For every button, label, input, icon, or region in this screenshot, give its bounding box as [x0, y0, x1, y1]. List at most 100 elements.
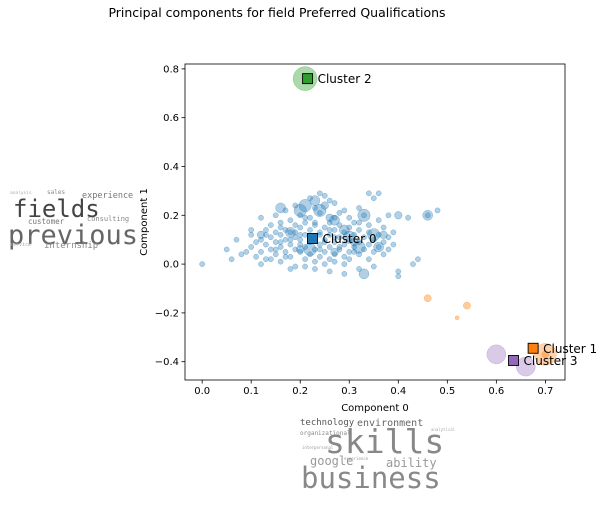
- cluster0-point: [375, 217, 382, 224]
- centroid-marker: [527, 342, 539, 354]
- cluster0-point: [326, 268, 333, 275]
- cluster0-point: [356, 205, 362, 211]
- cluster0-point: [326, 197, 333, 204]
- cluster0-point: [272, 239, 279, 245]
- cluster0-point: [321, 239, 328, 245]
- cluster0-point: [366, 222, 372, 228]
- cluster0-point: [312, 258, 318, 265]
- cluster0-point: [370, 195, 377, 202]
- centroid-marker: [302, 73, 314, 85]
- wordcloud-word: interpersonal: [302, 445, 334, 450]
- cluster0-point: [394, 211, 403, 220]
- cluster0-point: [287, 266, 294, 272]
- x-tick-label: 0.2: [292, 386, 308, 397]
- cluster3-point: [516, 356, 536, 377]
- x-tick-label: 0.0: [194, 386, 210, 397]
- wordcloud-word: consulting: [87, 215, 130, 223]
- cluster0-point: [263, 227, 269, 233]
- cluster0-point: [330, 247, 339, 256]
- cluster0-point: [316, 209, 323, 216]
- cluster0-point: [275, 202, 286, 214]
- cluster0-point: [287, 217, 294, 224]
- wordcloud-word: analytical: [431, 427, 456, 432]
- wordcloud-word: sales: [47, 189, 66, 196]
- y-axis-label: Component 1: [139, 188, 150, 256]
- cluster0-point: [277, 224, 284, 231]
- cluster0-point: [272, 229, 279, 236]
- cluster0-point: [238, 251, 245, 258]
- cluster0-point: [366, 190, 372, 197]
- cluster0-point: [326, 244, 333, 250]
- x-tick-label: 0.3: [341, 386, 357, 397]
- cluster0-point: [287, 229, 294, 236]
- centroid-label: Cluster 0: [322, 232, 376, 246]
- centroid-marker: [307, 233, 318, 244]
- cluster0-point: [331, 258, 338, 265]
- wordcloud-word: business: [301, 461, 441, 495]
- cluster0-point: [312, 219, 318, 226]
- cluster0-point: [277, 244, 284, 250]
- wordcloud-word: google: [310, 454, 354, 468]
- cluster0-point: [199, 261, 206, 267]
- cluster0-point: [379, 230, 388, 239]
- cluster0-point: [352, 240, 366, 254]
- cluster0-point: [351, 219, 358, 226]
- cluster0-point: [316, 241, 323, 248]
- cluster0-point: [277, 231, 284, 238]
- cluster0-point: [366, 241, 372, 248]
- cluster0-point: [434, 207, 441, 214]
- cluster0-point: [395, 268, 402, 275]
- cluster1-point: [454, 315, 460, 321]
- cluster0-point: [285, 227, 296, 238]
- wordcloud-word: ability: [386, 456, 437, 470]
- cluster0-point: [256, 230, 266, 239]
- cluster0-point: [331, 239, 338, 245]
- cluster0-point: [361, 234, 367, 241]
- cluster1-point: [423, 294, 432, 303]
- cluster0-point: [415, 256, 421, 263]
- cluster0-point: [272, 246, 279, 253]
- cluster0-point: [287, 253, 294, 260]
- cluster0-point: [339, 224, 350, 236]
- cluster1-point: [541, 350, 550, 359]
- cluster0-point: [223, 246, 230, 253]
- cluster0-point: [298, 199, 312, 212]
- cluster0-point: [248, 231, 255, 238]
- cluster0-point: [293, 203, 307, 217]
- y-tick-label: 0.8: [163, 64, 179, 75]
- cluster0-point: [277, 219, 284, 226]
- wordcloud-word: technology: [300, 418, 355, 428]
- cluster0-point: [282, 236, 289, 243]
- cluster0-point: [331, 227, 338, 233]
- wordcloud-word: analysis: [10, 191, 32, 196]
- cluster0-point: [258, 214, 264, 221]
- cluster0-point: [292, 202, 299, 209]
- cluster0-point: [350, 238, 359, 247]
- centroid-marker: [508, 355, 519, 366]
- cluster0-point: [375, 190, 382, 197]
- cluster0-point: [258, 261, 264, 267]
- cluster0-point: [329, 214, 340, 226]
- cluster0-point: [263, 256, 269, 263]
- wordcloud-word: experience: [344, 456, 369, 461]
- cluster0-point: [263, 241, 269, 248]
- cluster0-point: [356, 227, 362, 233]
- cluster0-point: [390, 229, 397, 236]
- cluster0-point: [292, 222, 299, 228]
- cluster0-point: [410, 261, 416, 267]
- cluster0-point: [272, 251, 279, 258]
- cluster0-point: [321, 224, 328, 231]
- cluster0-point: [346, 256, 353, 263]
- plot-marks: Cluster 0 Cluster 1 Cluster 2 Cluster 3: [199, 66, 597, 377]
- cluster0-point: [341, 241, 348, 248]
- cluster0-point: [297, 224, 304, 231]
- cluster0-point: [258, 249, 264, 255]
- cluster0-point: [287, 241, 294, 248]
- cluster0-point: [326, 227, 333, 233]
- y-tick-label: 0.0: [163, 260, 179, 271]
- cluster0-point: [341, 207, 348, 214]
- x-axis-label: Component 0: [341, 403, 409, 414]
- cluster0-point: [267, 222, 274, 228]
- cluster0-point: [336, 209, 343, 216]
- cluster0-point: [356, 219, 362, 226]
